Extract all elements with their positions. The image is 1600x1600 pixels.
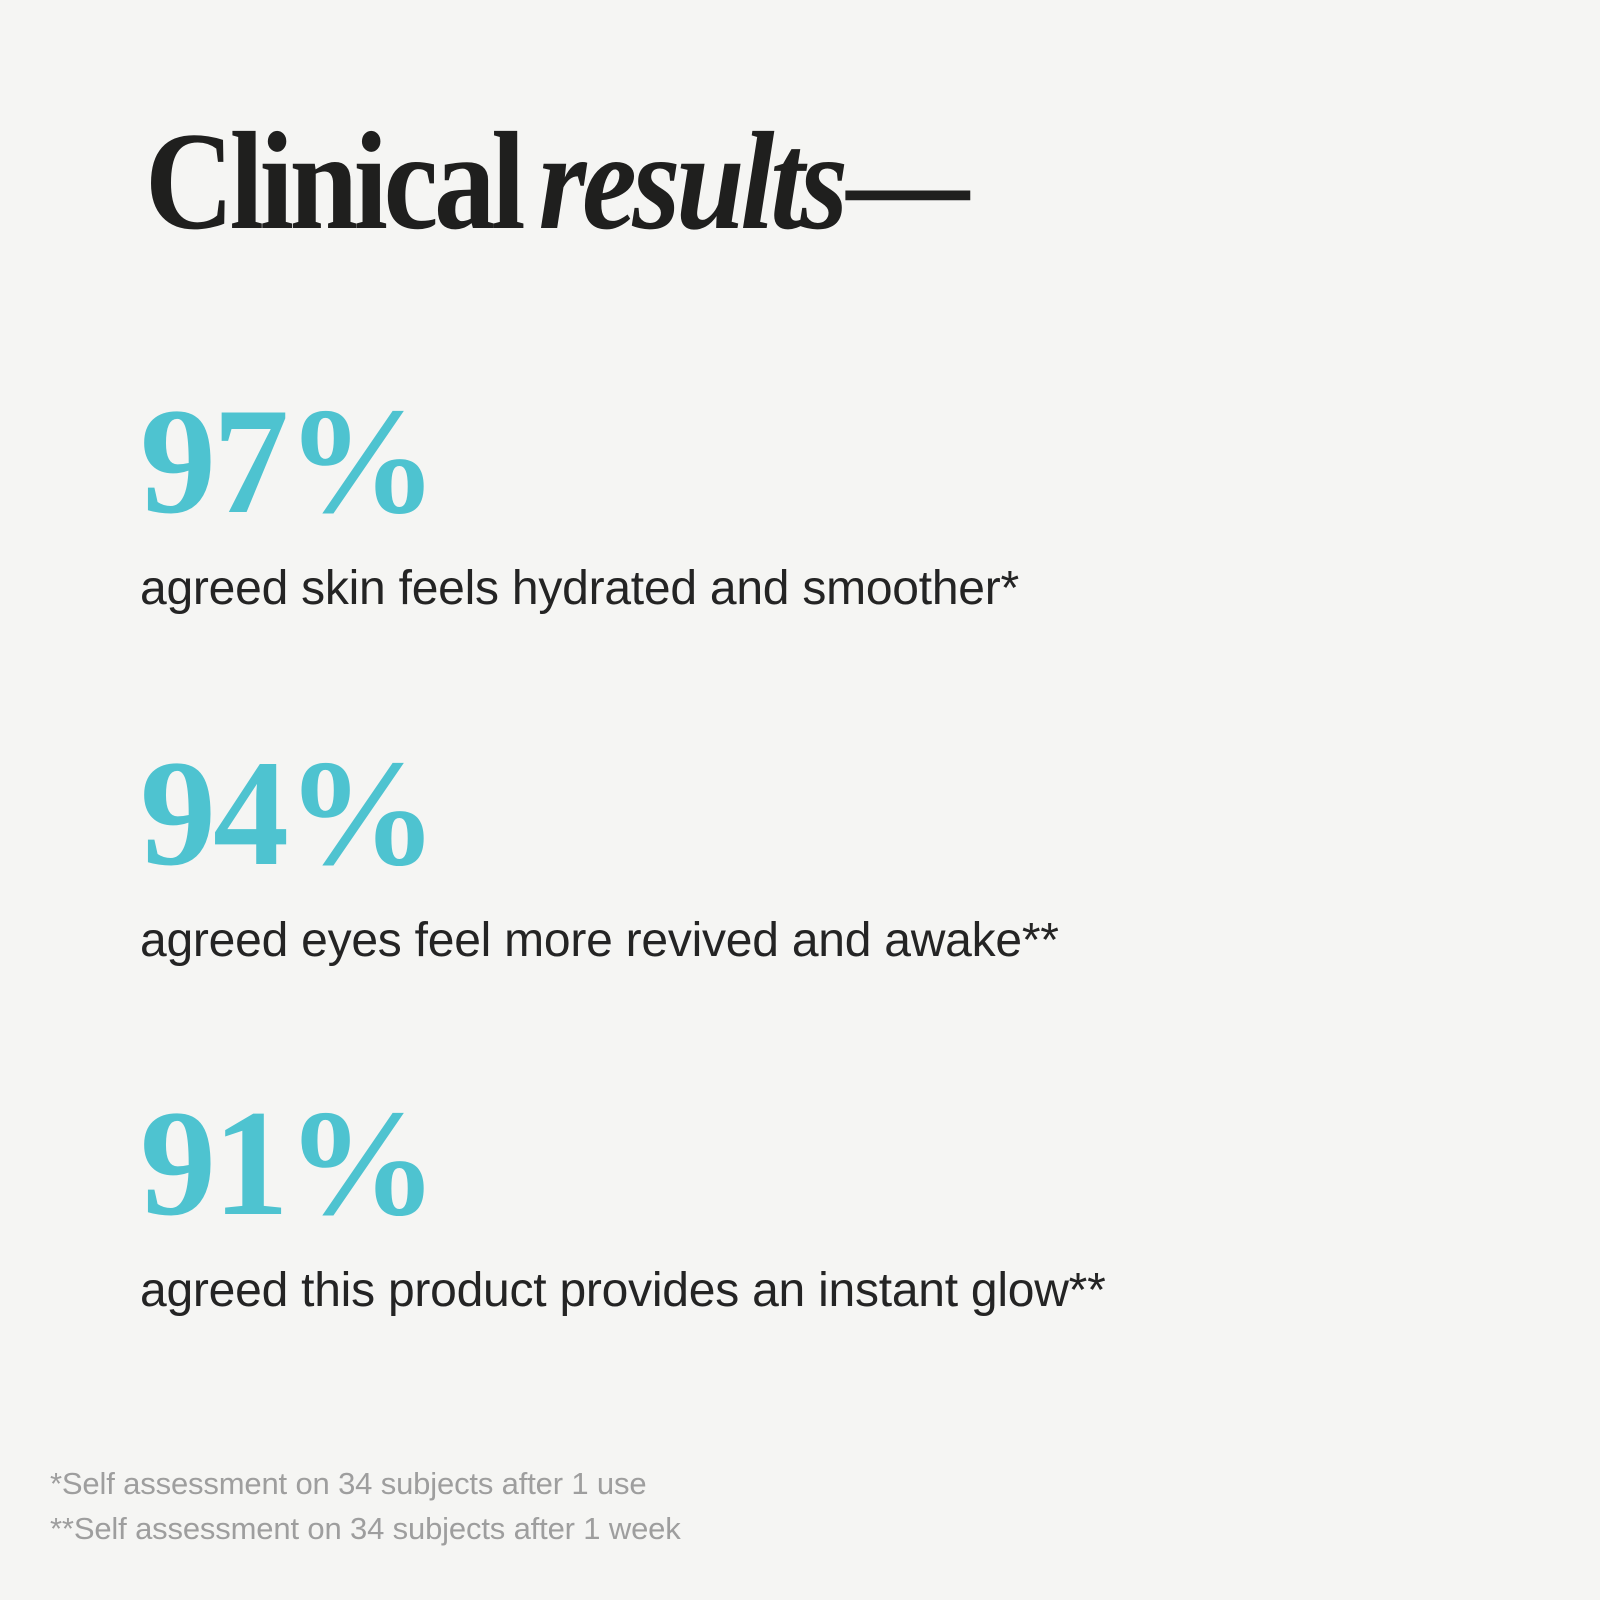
- footnote-one-use: *Self assessment on 34 subjects after 1 …: [50, 1466, 647, 1501]
- stat-caption: agreed skin feels hydrated and smoother*: [140, 562, 1019, 615]
- stat-caption: agreed this product provides an instant …: [140, 1264, 1106, 1317]
- stat-value: 97%: [140, 377, 438, 545]
- stat-caption: agreed eyes feel more revived and awake*…: [140, 914, 1059, 967]
- title-word-results: results: [538, 104, 848, 259]
- stat-block-hydrated: 97% agreed skin feels hydrated and smoot…: [140, 385, 1019, 619]
- page-title: Clinical results—: [145, 112, 969, 252]
- stat-block-revived-eyes: 94% agreed eyes feel more revived and aw…: [140, 737, 1059, 971]
- footnote-one-week: **Self assessment on 34 subjects after 1…: [50, 1510, 681, 1546]
- stat-value: 94%: [140, 729, 438, 897]
- footnotes: *Self assessment on 34 subjects after 1 …: [50, 1462, 681, 1552]
- title-word-clinical: Clinical: [145, 104, 526, 259]
- stat-value: 91%: [140, 1079, 438, 1247]
- stat-block-instant-glow: 91% agreed this product provides an inst…: [140, 1087, 1106, 1321]
- title-dash: —: [846, 104, 970, 259]
